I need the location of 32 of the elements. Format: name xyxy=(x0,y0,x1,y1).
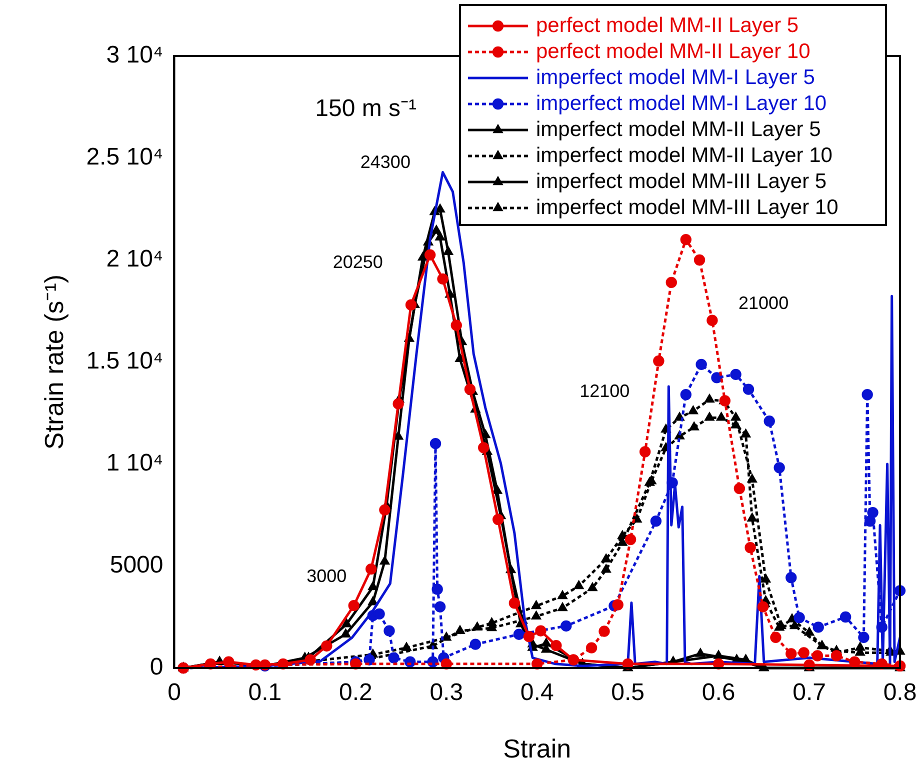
x-tick-label: 0.6 xyxy=(702,679,736,706)
x-tick-label: 0.2 xyxy=(338,679,372,706)
x-tick-label: 0.5 xyxy=(611,679,645,706)
legend-label: imperfect model MM-II Layer 10 xyxy=(536,144,832,167)
y-tick-label: 0 xyxy=(150,654,164,681)
x-tick-label: 0.1 xyxy=(248,679,282,706)
x-tick-label: 0.8 xyxy=(883,679,917,706)
legend-label: perfect model MM-II Layer 5 xyxy=(536,14,799,37)
annotation: 20250 xyxy=(332,252,383,272)
x-tick-label: 0.3 xyxy=(430,679,464,706)
legend-label: imperfect model MM-III Layer 10 xyxy=(536,196,838,219)
x-axis-title: Strain xyxy=(503,734,572,764)
x-tick-label: 0.4 xyxy=(520,679,554,706)
annotation: 24300 xyxy=(360,152,410,172)
y-tick-label: 2 10⁴ xyxy=(106,246,164,273)
y-axis-title: Strain rate (s⁻¹) xyxy=(38,274,69,450)
annotation: 150 m s⁻¹ xyxy=(315,94,417,122)
y-tick-label: 2.5 10⁴ xyxy=(86,144,164,171)
y-tick-label: 5000 xyxy=(110,552,164,579)
legend-label: imperfect model MM-I Layer 10 xyxy=(536,92,827,115)
legend-label: perfect model MM-II Layer 10 xyxy=(536,40,810,63)
x-tick-label: 0.7 xyxy=(792,679,826,706)
y-tick-label: 1.5 10⁴ xyxy=(86,348,164,375)
annotation: 21000 xyxy=(738,292,789,313)
legend-label: imperfect model MM-III Layer 5 xyxy=(536,170,827,193)
annotation: 12100 xyxy=(580,380,630,401)
y-tick-label: 1 10⁴ xyxy=(106,450,164,477)
legend-label: imperfect model MM-II Layer 5 xyxy=(536,118,821,141)
y-tick-label: 3 10⁴ xyxy=(106,42,164,69)
legend-label: imperfect model MM-I Layer 5 xyxy=(536,66,815,89)
annotation: 3000 xyxy=(306,566,347,586)
x-tick-label: 0 xyxy=(168,679,181,706)
